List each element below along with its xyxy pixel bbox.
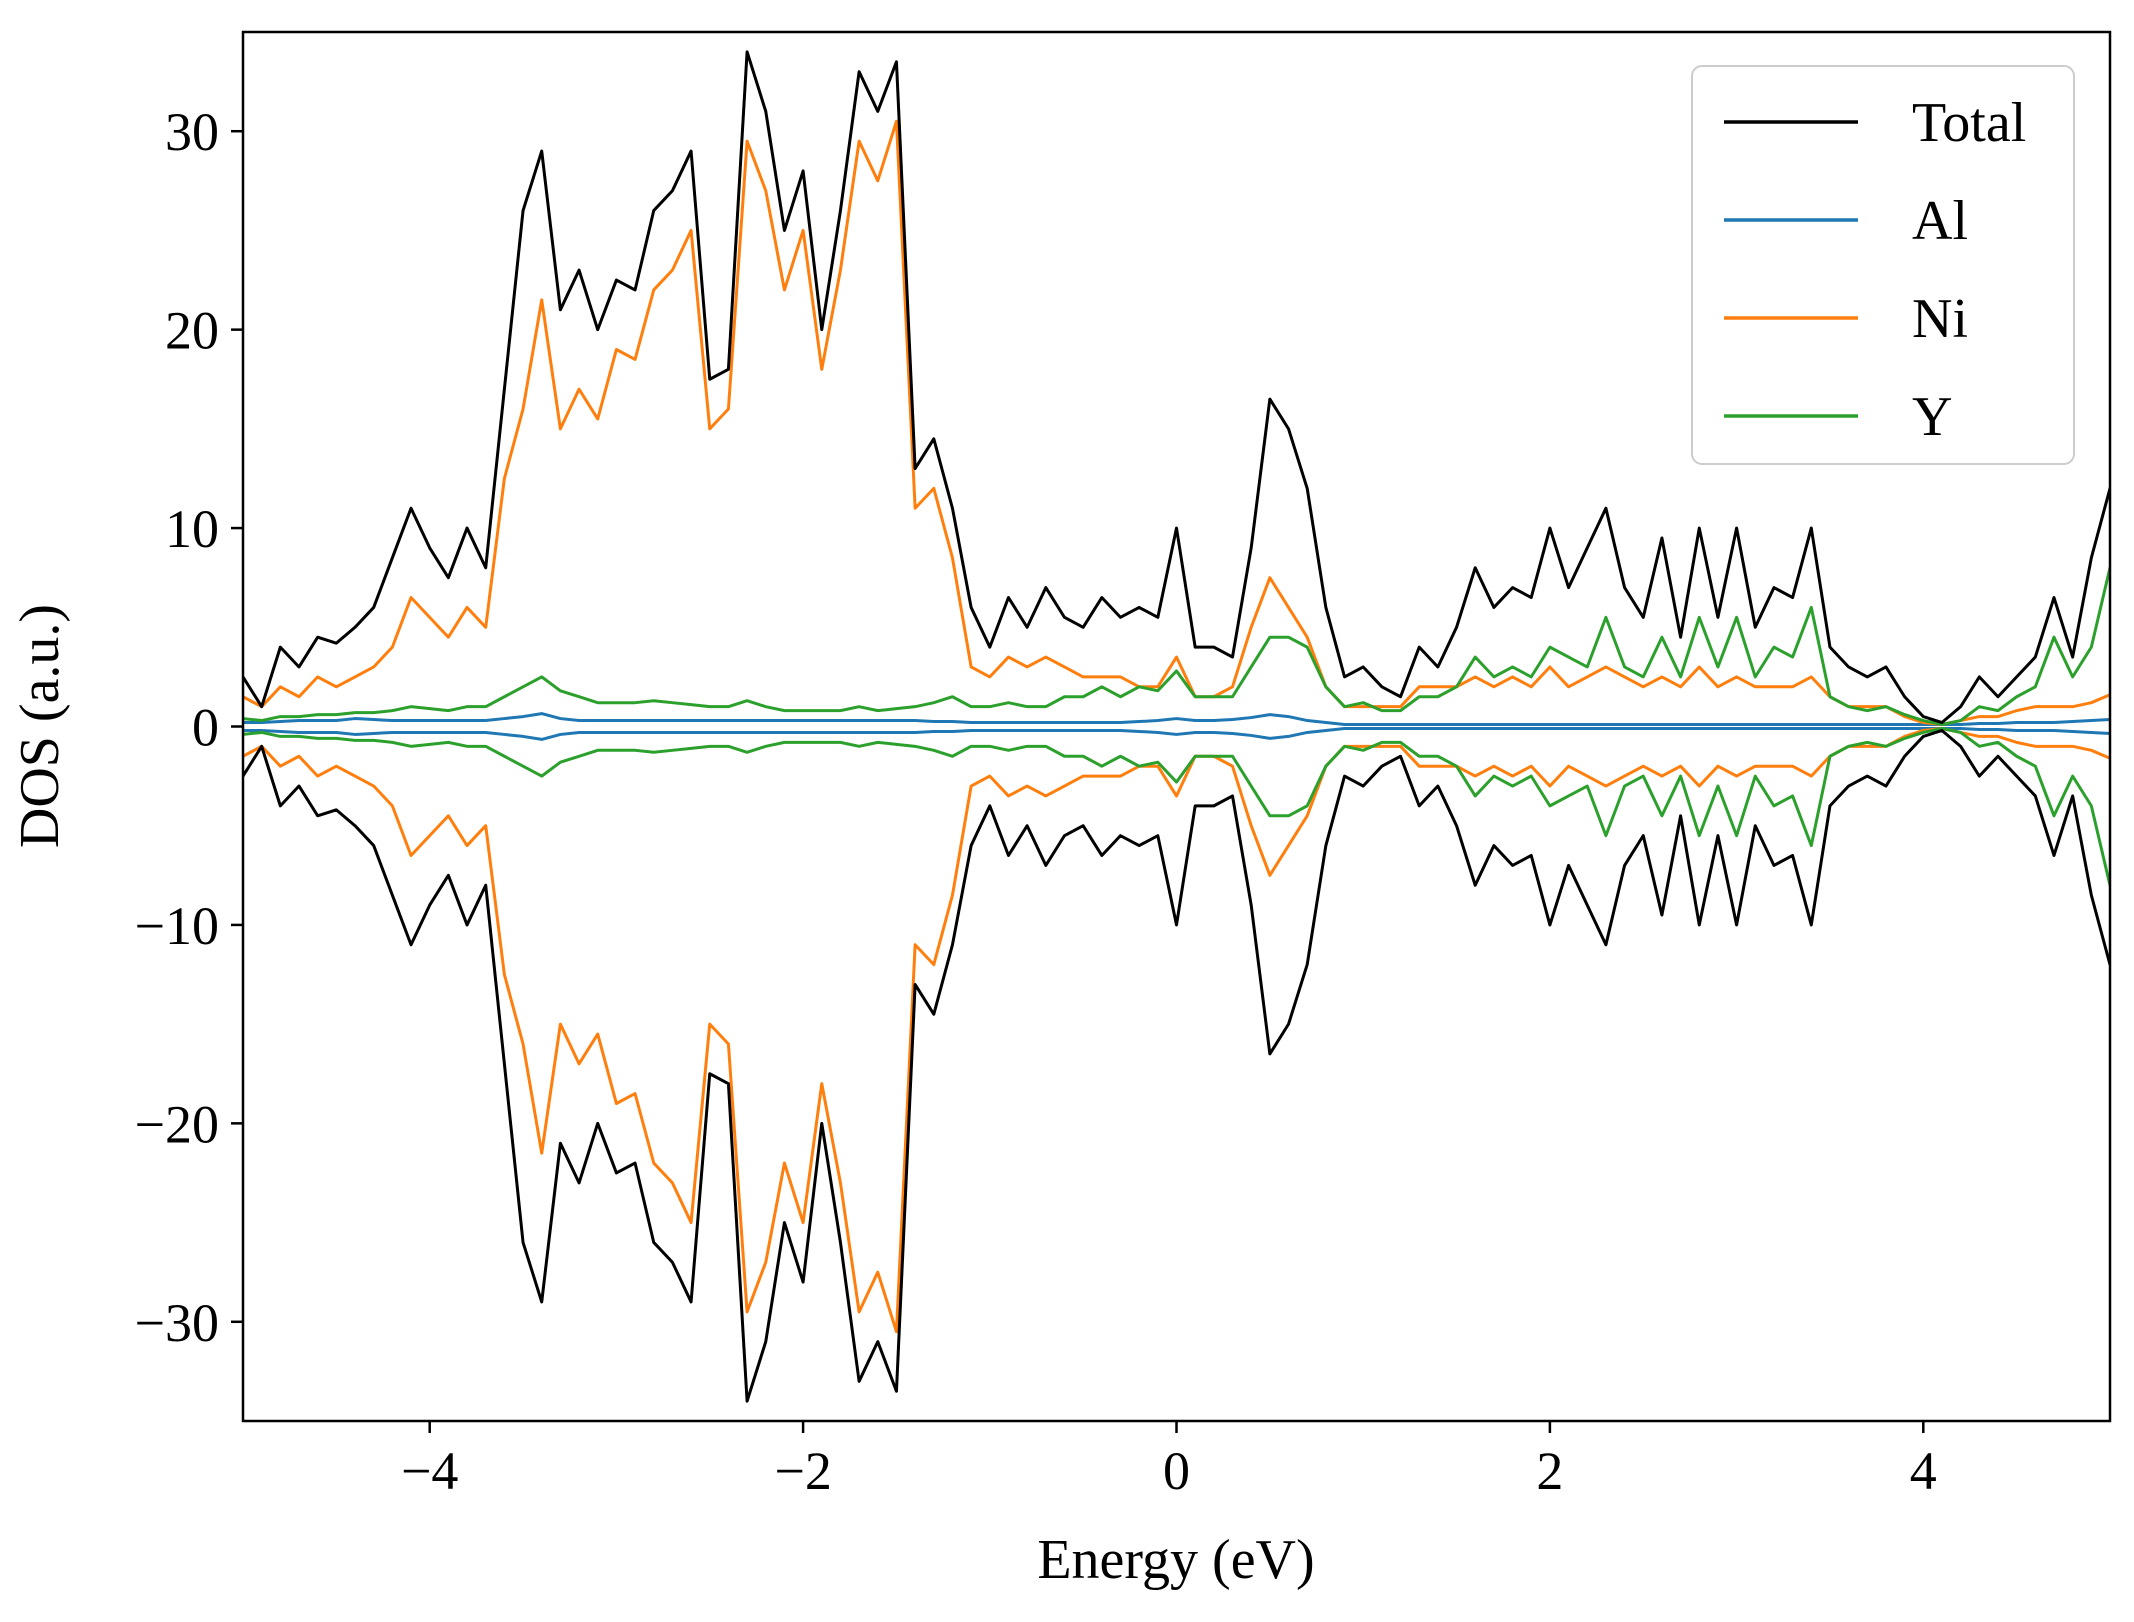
x-tick-label: −4 [401, 1441, 458, 1501]
legend-box [1691, 65, 2075, 465]
y-tick-label: −30 [135, 1293, 219, 1353]
series-line-ni-spin-up [243, 119, 2110, 727]
x-tick-label: 0 [1163, 1441, 1190, 1501]
legend: Total Al Ni Y [1691, 65, 2075, 465]
x-tick-label: 4 [1910, 1441, 1937, 1501]
series-line-total-spin-up [243, 50, 2110, 725]
y-tick-label: −10 [135, 896, 219, 956]
series-layer [243, 50, 2110, 1403]
y-tick-label: 20 [165, 301, 219, 361]
legend-label-al: Al [1912, 190, 1968, 252]
legend-label-y: Y [1912, 386, 1952, 448]
legend-label-total: Total [1912, 92, 2026, 154]
x-axis-label: Energy (eV) [1037, 1529, 1314, 1591]
series-line-ni-spin-down [243, 726, 2110, 1334]
legend-label-ni: Ni [1912, 288, 1968, 350]
y-tick-label: 0 [192, 698, 219, 758]
y-tick-label: 10 [165, 499, 219, 559]
y-axis-label: DOS (a.u.) [9, 604, 71, 848]
series-line-al-spin-down [243, 726, 2110, 741]
y-tick-label: 30 [165, 102, 219, 162]
series-line-total-spin-down [243, 728, 2110, 1403]
series-line-al-spin-up [243, 712, 2110, 727]
series-line-y-spin-up [243, 566, 2110, 727]
x-tick-label: −2 [774, 1441, 831, 1501]
legend-items: Total Al Ni Y [1724, 92, 2026, 448]
series-line-y-spin-down [243, 726, 2110, 887]
x-tick-label: 2 [1536, 1441, 1563, 1501]
y-tick-label: −20 [135, 1094, 219, 1154]
